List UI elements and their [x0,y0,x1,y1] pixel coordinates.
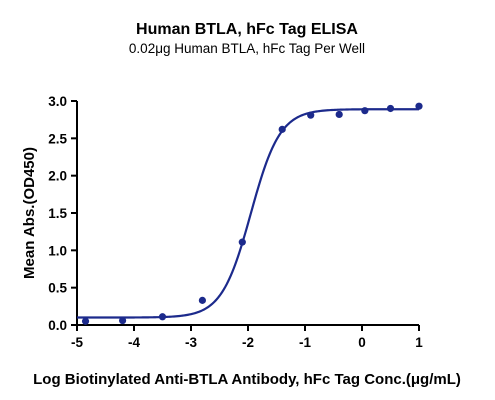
y-tick-label: 1.0 [48,243,67,258]
y-axis-ticks: 0.0 0.5 1.0 1.5 2.0 2.5 3.0 [48,94,77,333]
y-tick-label: 2.0 [48,169,67,184]
data-point [158,313,167,321]
y-tick-label: 1.5 [48,206,67,221]
x-tick-label: -2 [242,335,254,350]
data-point [119,316,127,325]
x-tick-label: 0 [358,335,366,350]
x-axis-ticks: -5 -4 -3 -2 -1 0 1 [71,325,423,350]
x-tick-label: -4 [128,335,140,350]
y-tick-label: 0.5 [48,281,67,296]
data-point [198,296,206,304]
data-point [335,110,343,119]
data-point [307,111,315,119]
y-tick-label: 2.5 [48,131,67,146]
y-axis-label: Mean Abs.(OD450) [21,147,38,279]
y-tick-label: 0.0 [48,318,67,333]
chart-title: Human BTLA, hFc Tag ELISA [136,21,358,38]
plot-area: -5 -4 -3 -2 -1 0 1 0.0 0.5 1.0 1.5 2.0 2.5 3.0 [48,94,423,350]
data-point [81,317,90,325]
x-tick-label: -5 [71,335,83,350]
data-point [386,104,395,113]
data-points [81,102,423,325]
chart-subtitle: 0.02μg Human BTLA, hFc Tag Per Well [129,41,365,56]
data-point [415,102,423,110]
fit-curve [77,108,419,319]
y-tick-label: 3.0 [48,94,67,109]
x-tick-label: -1 [299,335,311,350]
x-tick-label: 1 [415,335,423,350]
x-tick-label: -3 [185,335,197,350]
x-axis-label: Log Biotinylated Anti-BTLA Antibody, hFc… [33,371,461,388]
data-point [278,125,286,133]
data-point [238,238,246,246]
data-point [361,107,369,115]
